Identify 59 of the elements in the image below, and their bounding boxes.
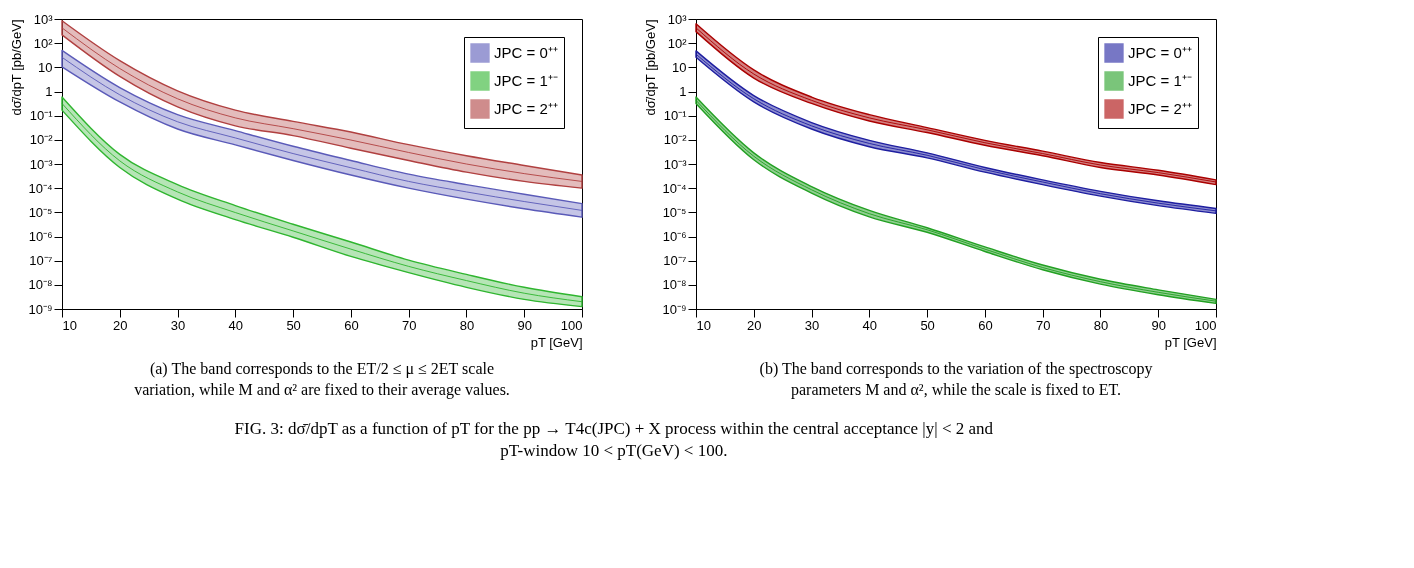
- y-tick-label: 10⁻⁹: [28, 301, 53, 317]
- y-axis-title: dσ̄/dpT [pb/GeV]: [643, 19, 659, 116]
- legend-label: JPC = 0⁺⁺: [494, 44, 558, 61]
- y-tick-label: 10⁻¹: [29, 108, 54, 124]
- x-tick-label: 90: [1151, 317, 1166, 333]
- y-tick-label: 1: [679, 84, 687, 99]
- y-tick-label: 10⁻³: [29, 156, 54, 172]
- y-tick-label: 10⁻⁹: [662, 301, 687, 317]
- y-tick-label: 10⁻⁵: [28, 204, 53, 220]
- x-tick-label: 60: [344, 317, 359, 333]
- legend-label: JPC = 2⁺⁺: [1128, 100, 1192, 117]
- x-tick-label: 10: [62, 317, 77, 333]
- y-tick-label: 10⁻⁵: [662, 204, 687, 220]
- x-tick-label: 50: [920, 317, 935, 333]
- caption: FIG. 3: dσ̄/dpT as a function of pT for the pp → T4c(JPC) + X process within the central acceptance |y| < 2 and pT-window 10 < pT(GeV) < 100.: [234, 418, 994, 460]
- y-tick-label: 10²: [33, 35, 54, 51]
- x-tick-label: 70: [401, 317, 417, 333]
- x-tick-label: 40: [862, 317, 878, 333]
- x-tick-label: 30: [170, 317, 186, 333]
- x-tick-label: 90: [517, 317, 532, 333]
- y-axis-title: dσ̄/dpT [pb/GeV]: [9, 19, 25, 116]
- x-tick-label: 10: [696, 317, 711, 333]
- x-tick-label: 50: [286, 317, 301, 333]
- text: (a) The band corresponds to the ET/2 ≤ μ ≤ 2ET scale variation, while M and α² are fixed to their average values.: [134, 360, 510, 399]
- x-tick-label: 100: [1194, 317, 1217, 333]
- text: (b) The band corresponds to the variation of the spectroscopy parameters M and α², while the scale is fixed to ET.: [759, 360, 1153, 399]
- x-tick-label: 30: [804, 317, 820, 333]
- x-tick-label: 20: [747, 317, 762, 333]
- y-tick-label: 10⁻⁷: [663, 253, 687, 269]
- y-tick-label: 10⁻⁶: [662, 229, 687, 244]
- x-tick-label: 80: [459, 317, 475, 333]
- y-tick-label: 10²: [667, 35, 688, 51]
- legend-label: JPC = 1⁺⁻: [494, 72, 558, 89]
- x-axis-title: pT [GeV]: [530, 334, 583, 350]
- y-tick-label: 10⁻⁴: [28, 180, 53, 196]
- y-tick-label: 10⁻⁶: [28, 229, 53, 244]
- y-tick-label: 10⁻²: [663, 132, 688, 148]
- y-tick-label: 10: [672, 59, 687, 75]
- x-tick-label: 60: [978, 317, 993, 333]
- y-tick-label: 10⁻³: [663, 156, 688, 172]
- y-tick-label: 10⁻⁴: [662, 180, 687, 196]
- x-tick-label: 80: [1093, 317, 1109, 333]
- y-tick-label: 1: [45, 84, 53, 99]
- y-tick-label: 10: [38, 59, 53, 75]
- x-tick-label: 100: [560, 317, 583, 333]
- y-tick-label: 10⁻⁸: [662, 277, 687, 293]
- y-tick-label: 10⁻⁸: [28, 277, 53, 293]
- x-tick-label: 40: [228, 317, 244, 333]
- y-tick-label: 10³: [667, 11, 688, 27]
- y-tick-label: 10⁻⁷: [29, 253, 53, 269]
- x-axis-title: pT [GeV]: [1164, 334, 1217, 350]
- legend-label: JPC = 0⁺⁺: [1128, 44, 1192, 61]
- y-tick-label: 10⁻²: [29, 132, 54, 148]
- y-tick-label: 10³: [33, 11, 54, 27]
- legend-label: JPC = 2⁺⁺: [494, 100, 558, 117]
- y-tick-label: 10⁻¹: [663, 108, 688, 124]
- x-tick-label: 20: [113, 317, 128, 333]
- legend-label: JPC = 1⁺⁻: [1128, 72, 1192, 89]
- x-tick-label: 70: [1035, 317, 1051, 333]
